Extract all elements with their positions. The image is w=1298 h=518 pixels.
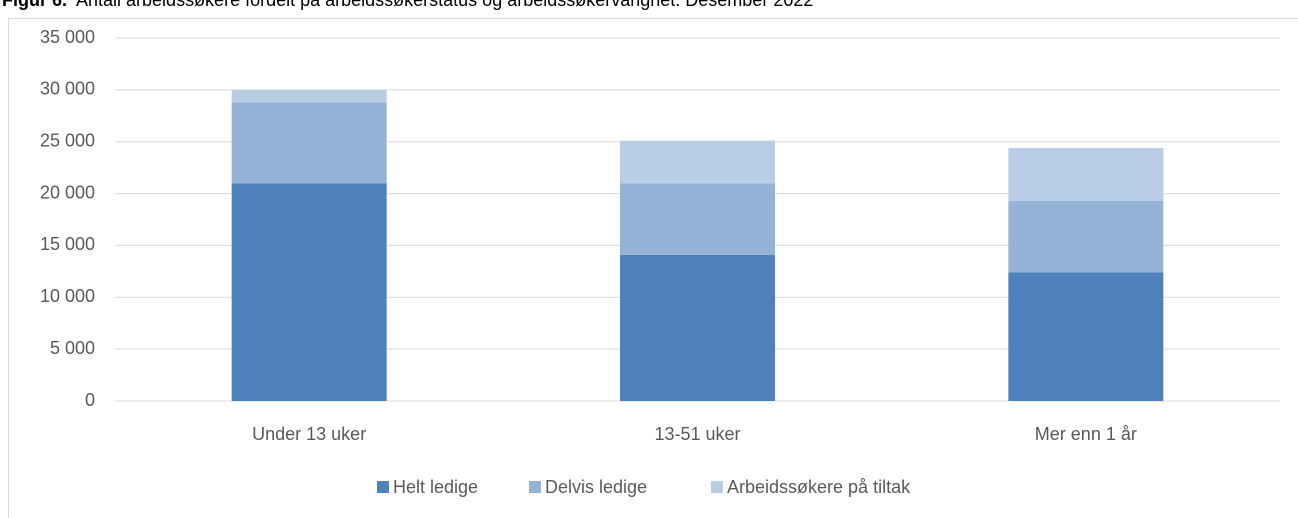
legend-swatch	[711, 481, 723, 493]
legend-swatch	[529, 481, 541, 493]
x-tick-label: Mer enn 1 år	[1035, 424, 1137, 444]
bar-segment	[231, 102, 387, 184]
chart-title-label: Figur 6.	[2, 0, 67, 10]
bar-segment	[620, 254, 775, 401]
legend-label: Helt ledige	[393, 477, 478, 497]
chart-frame	[8, 18, 1298, 518]
legend-label: Delvis ledige	[545, 477, 647, 497]
bar-segment	[1008, 200, 1164, 273]
y-tick-label: 20 000	[40, 182, 95, 202]
bar-segment	[1008, 147, 1164, 201]
x-tick-label: Under 13 uker	[252, 424, 366, 444]
bar-segment	[620, 140, 775, 184]
y-tick-label: 30 000	[40, 79, 95, 99]
y-tick-label: 35 000	[40, 27, 95, 47]
y-tick-label: 5 000	[50, 338, 95, 358]
bar-segment	[620, 183, 775, 255]
bar-segment	[231, 183, 387, 401]
y-tick-label: 10 000	[40, 286, 95, 306]
legend-label: Arbeidssøkere på tiltak	[727, 477, 911, 497]
chart-title: Antall arbeidssøkere fordelt på arbeidss…	[76, 0, 813, 10]
y-tick-label: 15 000	[40, 234, 95, 254]
bar-segment	[231, 89, 387, 103]
x-tick-label: 13-51 uker	[654, 424, 740, 444]
legend-swatch	[377, 481, 389, 493]
y-tick-label: 0	[85, 390, 95, 410]
bar-segment	[1008, 272, 1164, 401]
y-tick-label: 25 000	[40, 130, 95, 150]
